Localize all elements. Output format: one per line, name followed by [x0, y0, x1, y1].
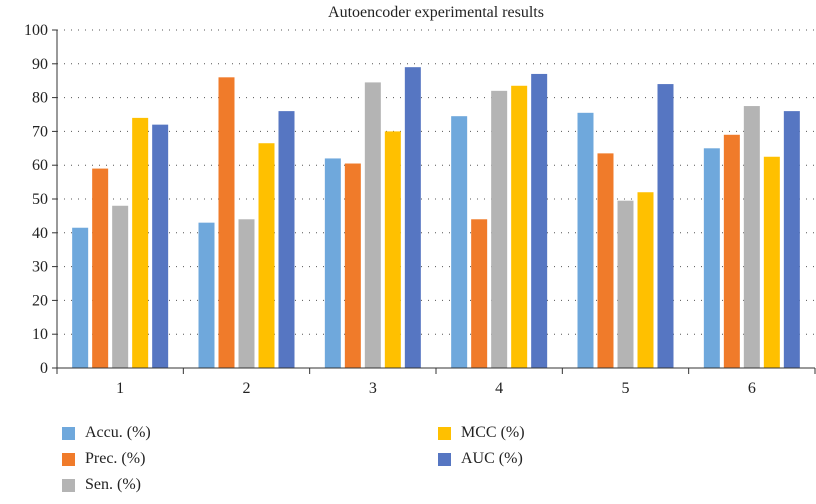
y-tick-label: 70 [32, 123, 48, 140]
bar [152, 124, 169, 368]
legend-item-prec: Prec. (%) [62, 450, 145, 468]
bar [92, 168, 109, 368]
y-tick-label: 40 [32, 225, 48, 242]
bar [132, 117, 149, 368]
x-tick-label: 4 [495, 380, 503, 397]
bar [198, 222, 215, 368]
bar [364, 82, 381, 368]
legend-item-accu: Accu. (%) [62, 424, 151, 442]
bars [72, 67, 800, 369]
legend-swatch-accu [62, 426, 75, 440]
y-tick-label: 80 [32, 90, 48, 107]
bar [491, 90, 508, 368]
bar [577, 112, 594, 368]
x-tick-label: 1 [116, 380, 124, 397]
bar [531, 73, 548, 368]
x-tick-label: 5 [622, 380, 630, 397]
legend-label-accu: Accu. (%) [85, 424, 151, 441]
x-tick-label: 3 [369, 380, 377, 397]
y-tick-label: 100 [24, 22, 48, 39]
bar [471, 219, 488, 368]
bar [324, 158, 341, 368]
bar-chart: Autoencoder experimental results 0102030… [24, 4, 816, 397]
bar [511, 85, 528, 369]
y-tick-label: 30 [32, 259, 48, 276]
bar [723, 134, 740, 368]
x-tick-label: 2 [243, 380, 251, 397]
bar [783, 111, 800, 369]
y-tick-label: 50 [32, 191, 48, 208]
legend-swatch-sen [62, 478, 75, 492]
bar [258, 143, 275, 368]
y-tick-label: 90 [32, 56, 48, 73]
grid-lines [57, 29, 815, 335]
bar [763, 156, 780, 368]
y-tick-label: 0 [40, 360, 48, 377]
x-axis: 1 2 3 4 5 6 [56, 367, 816, 397]
y-axis: 0 10 20 30 40 50 60 70 80 90 100 [24, 22, 58, 377]
legend-label-mcc: MCC (%) [461, 424, 525, 441]
bar [72, 227, 89, 368]
bar [637, 192, 654, 368]
legend-item-mcc: MCC (%) [438, 424, 525, 442]
legend-item-auc: AUC (%) [438, 450, 523, 468]
bar [597, 153, 614, 368]
legend-label-prec: Prec. (%) [85, 450, 146, 467]
legend-item-sen: Sen. (%) [62, 476, 141, 494]
y-tick-label: 10 [32, 326, 48, 343]
bar [344, 163, 361, 368]
legend-label-sen: Sen. (%) [85, 476, 141, 493]
bar [451, 116, 468, 368]
y-tick-label: 60 [32, 157, 48, 174]
bar [703, 148, 720, 368]
legend-swatch-mcc [438, 426, 451, 440]
x-tick-label: 6 [748, 380, 756, 397]
bar [657, 84, 674, 368]
legend-label-auc: AUC (%) [461, 450, 523, 467]
bar [278, 111, 295, 369]
y-tick-label: 20 [32, 292, 48, 309]
bar [218, 77, 235, 368]
bar [743, 106, 760, 369]
bar [404, 67, 421, 369]
bar [238, 219, 255, 368]
legend-swatch-prec [62, 452, 75, 466]
legend-swatch-auc [438, 452, 451, 466]
bar [384, 131, 401, 368]
bar [617, 200, 634, 368]
bar [112, 205, 129, 368]
chart-title: Autoencoder experimental results [328, 4, 544, 21]
